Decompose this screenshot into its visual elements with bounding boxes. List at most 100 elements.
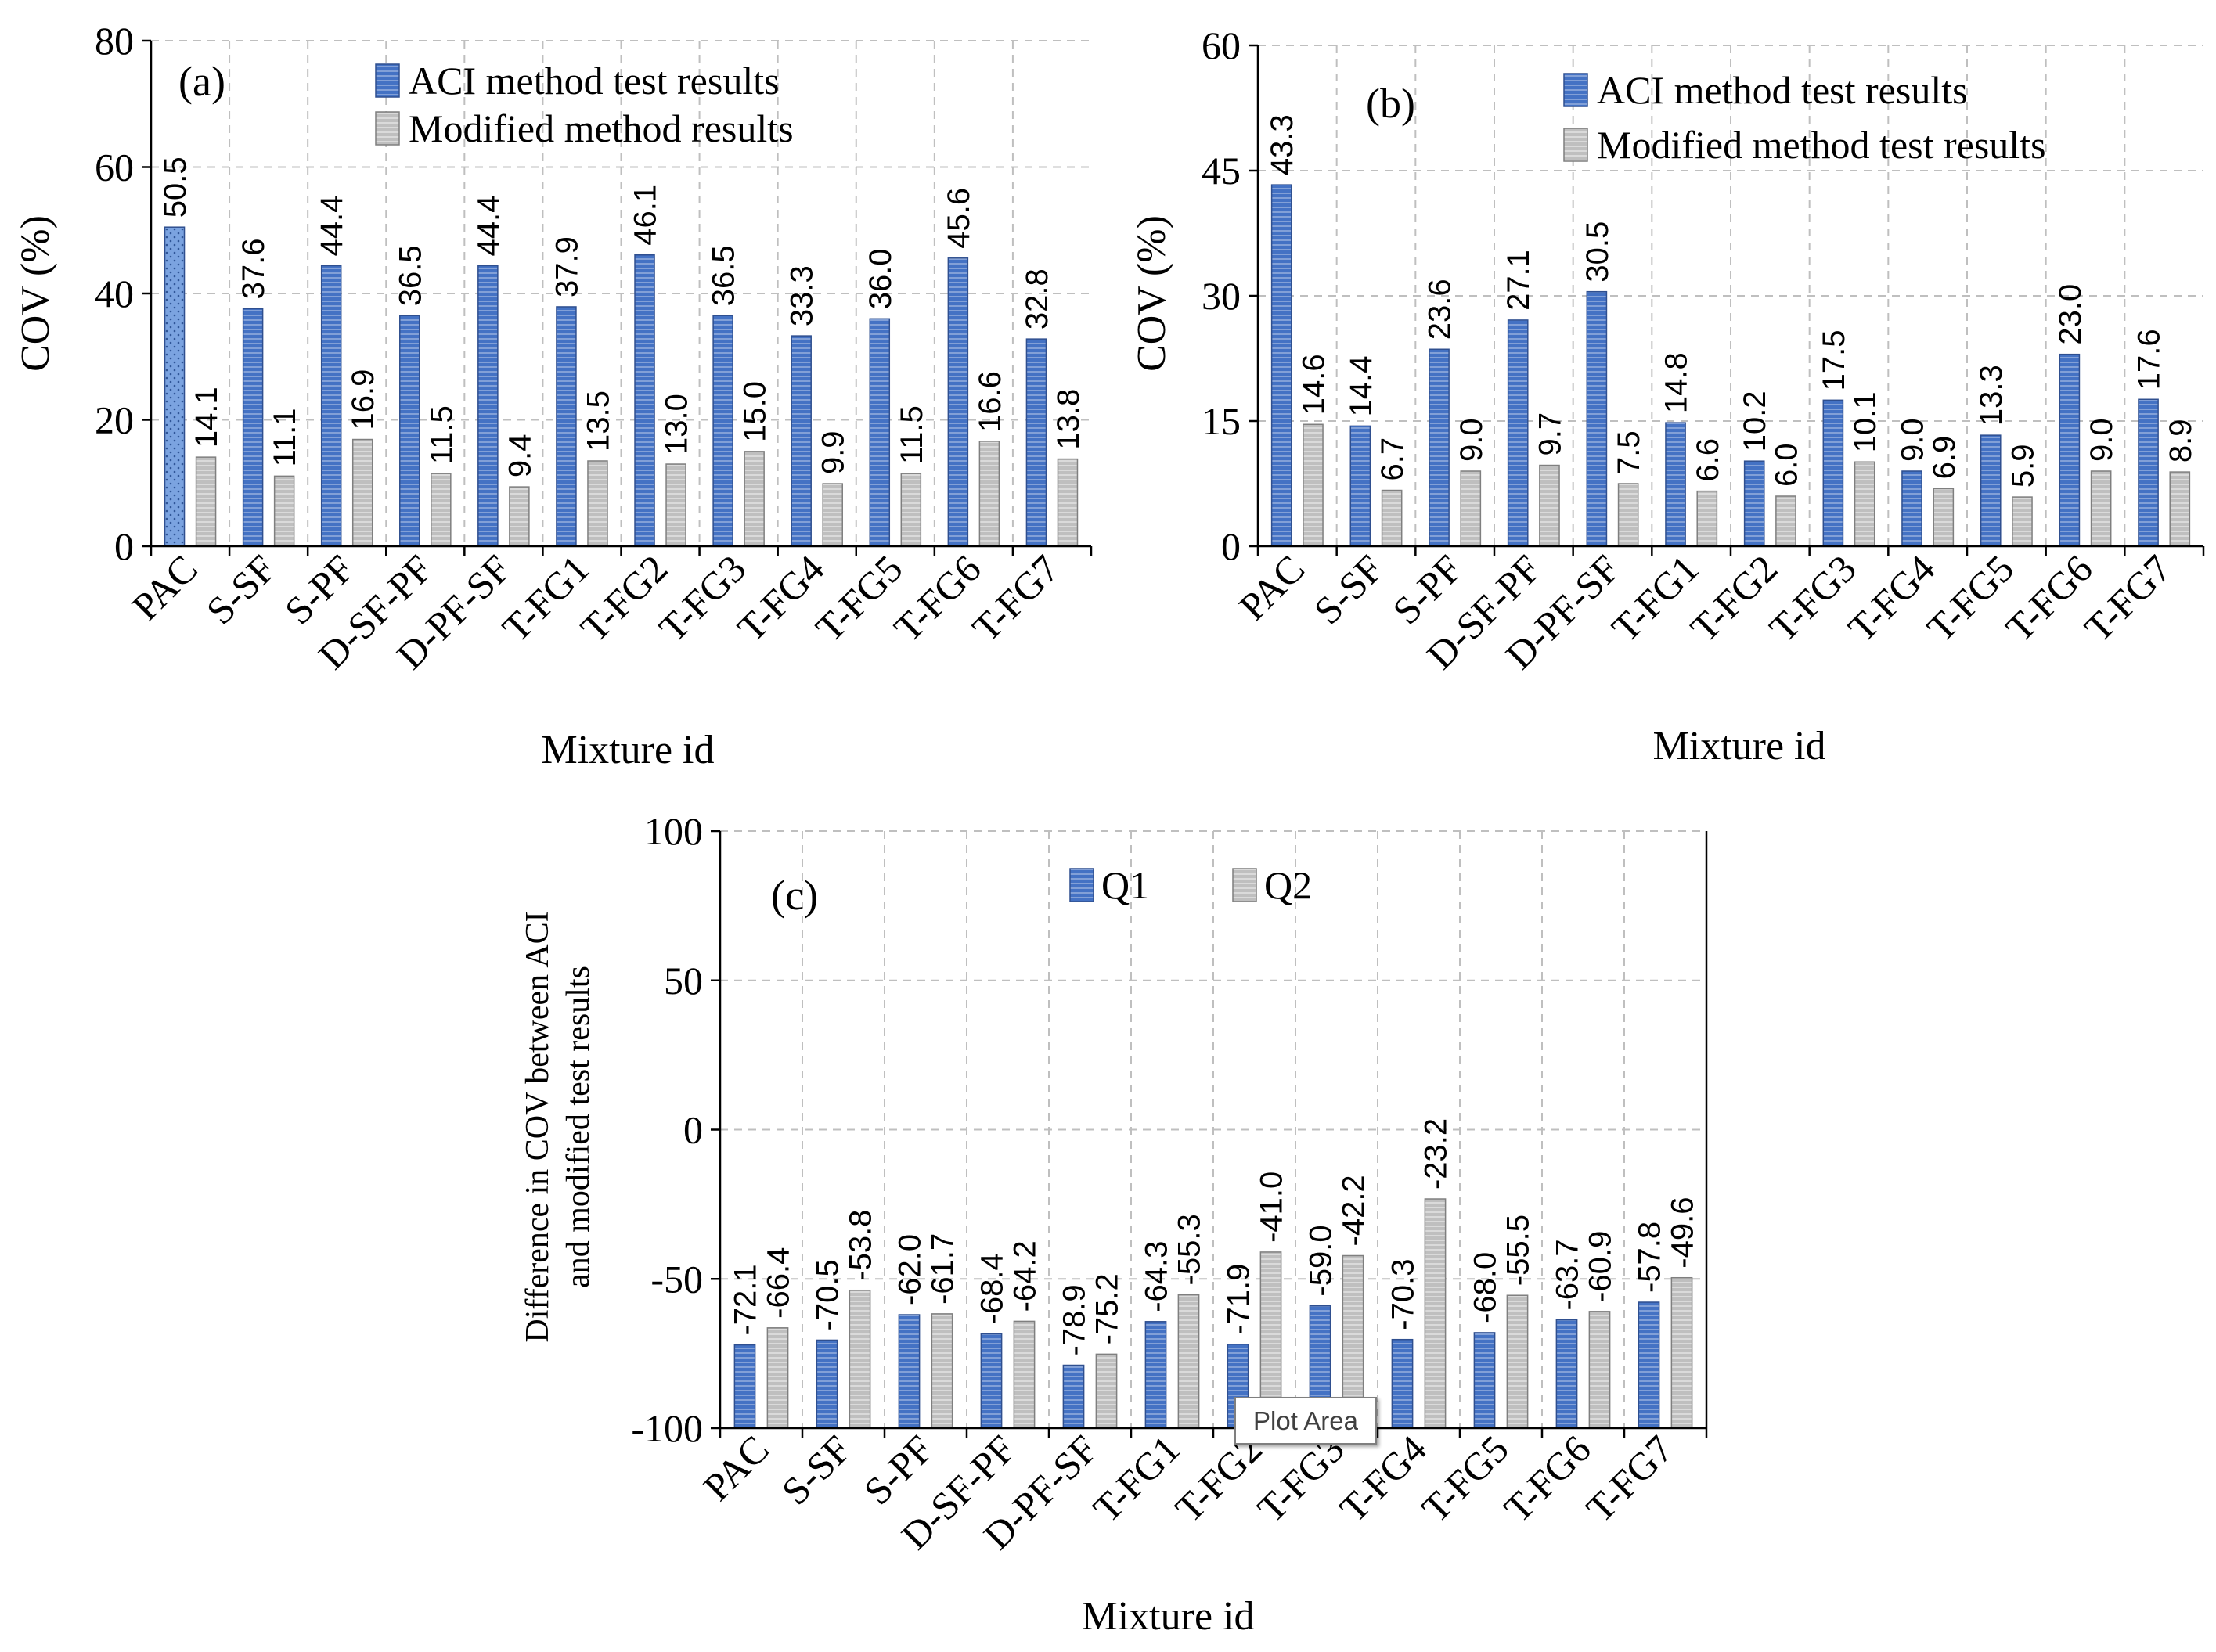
panel-label: (b) bbox=[1366, 80, 1415, 127]
series2-bar-t-fg7 bbox=[2169, 471, 2191, 547]
series1-bar-t-fg7 bbox=[1638, 1301, 1660, 1429]
data-label: 17.5 bbox=[1817, 329, 1851, 391]
series2-bar-t-fg5 bbox=[900, 473, 922, 547]
series2-bar-d-pf-sf bbox=[1095, 1353, 1118, 1429]
series1-bar-t-fg5 bbox=[1473, 1332, 1496, 1429]
series1-bar-t-fg5 bbox=[1980, 434, 2002, 547]
y-tick-label: -100 bbox=[631, 1406, 703, 1450]
y-axis-title: COV (%) bbox=[1130, 215, 1174, 372]
y-tick-label: 60 bbox=[1202, 23, 1241, 67]
legend-label-2: Q2 bbox=[1264, 863, 1312, 907]
x-category-label: S-SF bbox=[773, 1427, 859, 1513]
y-axis-title: COV (%) bbox=[13, 215, 58, 372]
data-label: 43.3 bbox=[1265, 114, 1299, 175]
series2-bar-t-fg1 bbox=[1177, 1294, 1200, 1429]
series2-bar-t-fg5 bbox=[1506, 1294, 1529, 1429]
y-tick-label: 80 bbox=[95, 19, 134, 63]
data-label: -70.3 bbox=[1386, 1259, 1421, 1330]
series1-bar-d-sf-pf bbox=[1507, 319, 1529, 547]
x-category-label: T-FG6 bbox=[1997, 546, 2101, 650]
series2-bar-t-fg5 bbox=[2012, 496, 2033, 547]
data-label: -71.9 bbox=[1222, 1264, 1256, 1335]
y-tick-label: -50 bbox=[650, 1257, 703, 1301]
data-label: 36.0 bbox=[863, 248, 898, 309]
series2-bar-d-sf-pf bbox=[1539, 464, 1560, 547]
data-label: -68.4 bbox=[975, 1253, 1010, 1324]
data-label: 13.8 bbox=[1051, 389, 1086, 450]
series2-bar-t-fg6 bbox=[978, 441, 1000, 547]
series2-bar-t-fg3 bbox=[744, 451, 765, 547]
data-label: -59.0 bbox=[1304, 1225, 1339, 1296]
series2-bar-t-fg7 bbox=[1670, 1276, 1693, 1429]
series2-bar-t-fg7 bbox=[1057, 458, 1079, 547]
data-label: 8.9 bbox=[2164, 419, 2198, 462]
series1-bar-d-pf-sf bbox=[1586, 290, 1608, 547]
y-axis-title-line1: Difference in COV between ACI bbox=[520, 911, 556, 1342]
data-label: 6.6 bbox=[1691, 438, 1725, 482]
series1-bar-t-fg6 bbox=[947, 257, 969, 547]
x-category-label: T-FG5 bbox=[1919, 546, 2023, 650]
x-category-label: T-FG3 bbox=[1760, 546, 1865, 650]
data-label: 9.7 bbox=[1533, 412, 1567, 456]
data-label: 16.6 bbox=[973, 371, 1007, 432]
data-label: -42.2 bbox=[1337, 1175, 1371, 1246]
series2-bar-d-pf-sf bbox=[1617, 483, 1639, 547]
x-category-label: T-FG5 bbox=[1413, 1427, 1517, 1531]
x-category-label: PAC bbox=[124, 546, 206, 628]
data-label: 13.5 bbox=[581, 391, 615, 452]
series1-bar-s-sf bbox=[1349, 425, 1371, 547]
data-label: -64.2 bbox=[1008, 1240, 1043, 1312]
data-label: -64.3 bbox=[1140, 1241, 1174, 1312]
x-category-label: T-FG1 bbox=[1603, 546, 1707, 650]
panel-label: (c) bbox=[771, 872, 818, 919]
series2-bar-s-sf bbox=[1381, 489, 1403, 547]
legend-swatch-2 bbox=[1232, 868, 1257, 902]
series1-bar-s-pf bbox=[320, 265, 342, 547]
data-label: 14.4 bbox=[1344, 356, 1378, 417]
series2-bar-t-fg3 bbox=[1854, 461, 1875, 547]
data-label: 37.6 bbox=[236, 239, 271, 300]
y-axis-title-line2: and modified test results bbox=[560, 966, 596, 1288]
data-label: -57.8 bbox=[1633, 1222, 1667, 1293]
data-label: -23.2 bbox=[1419, 1118, 1454, 1190]
data-label: -78.9 bbox=[1058, 1284, 1092, 1355]
chart-panel-c: -100 -50 0 50 100 -72.1 -70.5 -62.0 -68.4 -78.9 -6… bbox=[520, 809, 1708, 1639]
data-label: 6.7 bbox=[1375, 437, 1410, 481]
series1-bar-pac bbox=[1270, 184, 1292, 547]
data-label: 36.5 bbox=[393, 245, 427, 306]
data-label: 16.9 bbox=[346, 369, 380, 430]
x-category-label: T-FG7 bbox=[2076, 546, 2180, 650]
series1-bar-t-fg4 bbox=[1901, 470, 1922, 547]
data-label: 23.6 bbox=[1423, 279, 1458, 340]
y-tick-label: 0 bbox=[1221, 524, 1241, 568]
y-tick-label: 100 bbox=[644, 809, 703, 853]
data-label: 33.3 bbox=[785, 265, 820, 326]
series2-bar-t-fg4 bbox=[822, 483, 843, 547]
data-label: 14.8 bbox=[1659, 352, 1694, 413]
series2-bar-pac bbox=[1303, 423, 1324, 547]
data-label: -63.7 bbox=[1551, 1239, 1585, 1310]
series1-bar-t-fg1 bbox=[1144, 1321, 1167, 1429]
series1-bar-t-fg2 bbox=[634, 254, 655, 547]
data-label: 13.0 bbox=[660, 394, 694, 455]
data-label: 11.5 bbox=[895, 405, 929, 464]
series2-bar-pac bbox=[766, 1327, 789, 1429]
data-label: -60.9 bbox=[1584, 1231, 1618, 1302]
series2-bar-t-fg2 bbox=[665, 463, 686, 547]
y-tick-label: 50 bbox=[664, 959, 703, 1002]
series2-bar-t-fg6 bbox=[1588, 1311, 1611, 1429]
y-tick-label: 45 bbox=[1202, 149, 1241, 193]
data-label: -55.3 bbox=[1173, 1214, 1207, 1285]
x-category-label: T-FG1 bbox=[1084, 1427, 1188, 1531]
data-label: 50.5 bbox=[158, 157, 193, 218]
x-category-label: T-FG5 bbox=[807, 546, 911, 650]
data-label: 6.0 bbox=[1769, 443, 1803, 487]
x-category-label: T-FG6 bbox=[1495, 1427, 1599, 1531]
x-category-label: PAC bbox=[695, 1427, 777, 1509]
data-label: -55.5 bbox=[1501, 1215, 1536, 1286]
series1-bar-s-pf bbox=[898, 1314, 921, 1429]
data-label: -68.0 bbox=[1468, 1252, 1503, 1323]
series2-bar-t-fg1 bbox=[587, 460, 608, 547]
legend-label-1: ACI method test results bbox=[409, 59, 780, 103]
